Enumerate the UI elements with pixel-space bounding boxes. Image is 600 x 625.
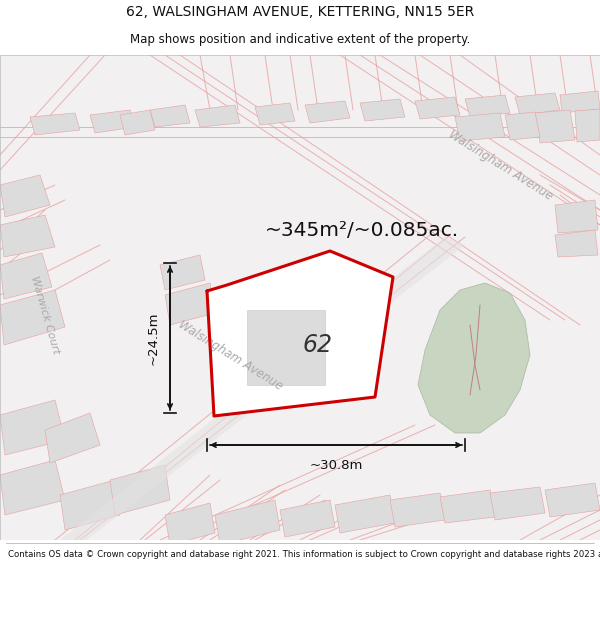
Text: ~24.5m: ~24.5m (147, 311, 160, 365)
Polygon shape (60, 237, 465, 545)
Polygon shape (335, 495, 395, 533)
Text: Map shows position and indicative extent of the property.: Map shows position and indicative extent… (130, 33, 470, 46)
Polygon shape (418, 283, 530, 433)
Polygon shape (60, 480, 120, 530)
Polygon shape (440, 490, 495, 523)
Polygon shape (455, 113, 505, 141)
Polygon shape (207, 251, 393, 416)
Text: 62, WALSINGHAM AVENUE, KETTERING, NN15 5ER: 62, WALSINGHAM AVENUE, KETTERING, NN15 5… (126, 5, 474, 19)
Polygon shape (0, 215, 55, 257)
Polygon shape (160, 255, 205, 290)
Polygon shape (280, 500, 335, 537)
Polygon shape (0, 290, 65, 345)
Polygon shape (255, 103, 295, 125)
Polygon shape (390, 493, 445, 527)
Polygon shape (415, 97, 460, 119)
Polygon shape (515, 93, 560, 115)
Text: ~30.8m: ~30.8m (310, 459, 362, 472)
Polygon shape (247, 310, 325, 385)
Polygon shape (30, 113, 80, 135)
Polygon shape (165, 503, 215, 545)
Polygon shape (110, 465, 170, 515)
Polygon shape (560, 91, 600, 113)
Polygon shape (0, 400, 65, 455)
Text: ~345m²/~0.085ac.: ~345m²/~0.085ac. (265, 221, 459, 239)
Polygon shape (555, 230, 598, 257)
Text: Walsingham Avenue: Walsingham Avenue (446, 127, 554, 202)
Polygon shape (90, 110, 135, 133)
Polygon shape (490, 487, 545, 520)
Polygon shape (165, 283, 215, 325)
Text: Walsingham Avenue: Walsingham Avenue (176, 318, 284, 392)
Polygon shape (575, 109, 600, 142)
Polygon shape (305, 101, 350, 123)
Text: Contains OS data © Crown copyright and database right 2021. This information is : Contains OS data © Crown copyright and d… (8, 550, 600, 559)
Polygon shape (0, 55, 600, 540)
Polygon shape (360, 99, 405, 121)
Polygon shape (535, 110, 575, 143)
Polygon shape (0, 253, 52, 299)
Polygon shape (465, 95, 510, 117)
Polygon shape (545, 483, 600, 517)
Polygon shape (215, 500, 280, 545)
Text: Warwick Court: Warwick Court (29, 275, 61, 355)
Polygon shape (150, 105, 190, 127)
Polygon shape (555, 200, 598, 233)
Polygon shape (505, 112, 540, 140)
Polygon shape (195, 105, 240, 127)
Polygon shape (0, 175, 50, 217)
Text: 62: 62 (303, 333, 333, 357)
Polygon shape (120, 110, 155, 135)
Polygon shape (45, 413, 100, 463)
Polygon shape (0, 460, 65, 515)
